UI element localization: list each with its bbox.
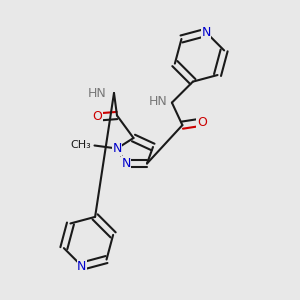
Text: CH₃: CH₃ (71, 140, 92, 151)
Text: HN: HN (88, 86, 106, 100)
Text: N: N (201, 26, 211, 39)
Text: N: N (77, 260, 87, 273)
Text: O: O (93, 110, 102, 124)
Text: O: O (197, 116, 207, 129)
Text: N: N (121, 157, 131, 170)
Text: HN: HN (149, 94, 167, 108)
Text: N: N (112, 142, 122, 155)
